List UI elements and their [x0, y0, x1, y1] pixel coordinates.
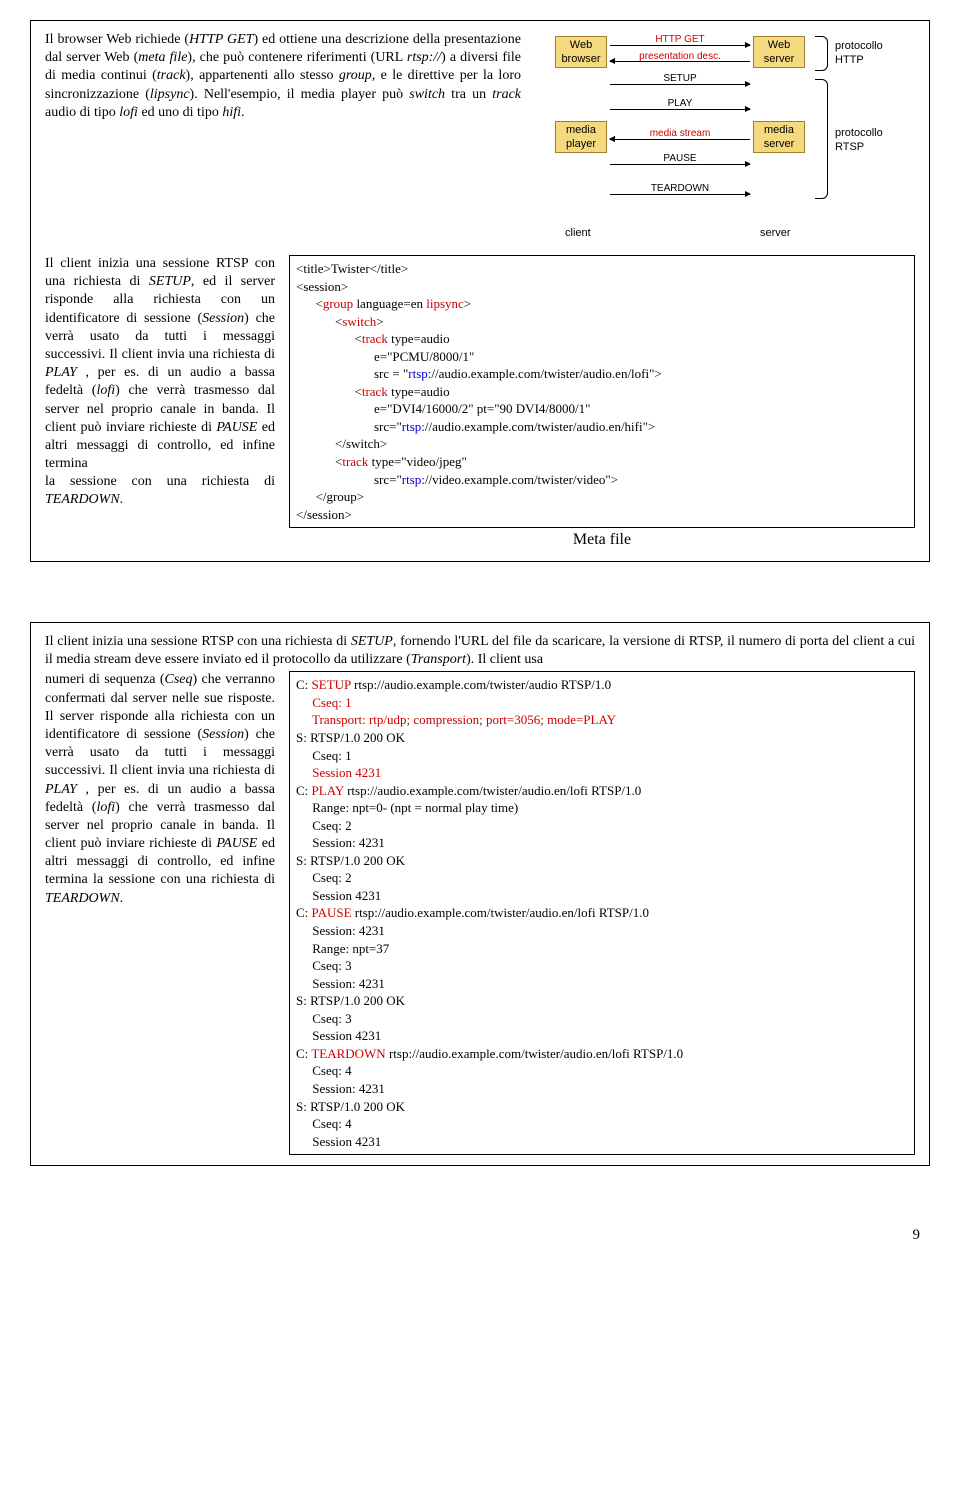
- metafile-label: Meta file: [289, 530, 915, 551]
- para-left-2: numeri di sequenza (Cseq) che verranno c…: [45, 671, 275, 1155]
- para-mid-1: Il client inizia una sessione RTSP con u…: [45, 255, 275, 551]
- arrow-teardown: TEARDOWN: [620, 182, 740, 195]
- label-client: client: [565, 226, 591, 240]
- sequence-diagram: Web browser Web server media player medi…: [535, 31, 915, 251]
- section-1: Il browser Web richiede (HTTP GET) ed ot…: [30, 20, 930, 562]
- label-proto-http: protocollo HTTP: [835, 39, 895, 68]
- box-media-server: media server: [753, 121, 805, 153]
- section-2: Il client inizia una sessione RTSP con u…: [30, 622, 930, 1166]
- rtsp-session-code: C: SETUP rtsp://audio.example.com/twiste…: [289, 671, 915, 1155]
- page-number: 9: [30, 1226, 930, 1246]
- box-media-player: media player: [555, 121, 607, 153]
- arrow-play: PLAY: [620, 97, 740, 110]
- box-web-browser: Web browser: [555, 36, 607, 68]
- arrow-stream: media stream: [620, 127, 740, 140]
- arrow-presentation: presentation desc.: [620, 50, 740, 63]
- metafile-code: <title>Twister</title> <session> <group …: [289, 255, 915, 528]
- arrow-http-get: HTTP GET: [620, 33, 740, 46]
- arrow-pause: PAUSE: [620, 152, 740, 165]
- para-intro-1: Il browser Web richiede (HTTP GET) ed ot…: [45, 31, 521, 251]
- label-server: server: [760, 226, 791, 240]
- para-intro-2: Il client inizia una sessione RTSP con u…: [45, 633, 915, 669]
- arrow-setup: SETUP: [620, 72, 740, 85]
- label-proto-rtsp: protocollo RTSP: [835, 126, 895, 155]
- box-web-server: Web server: [753, 36, 805, 68]
